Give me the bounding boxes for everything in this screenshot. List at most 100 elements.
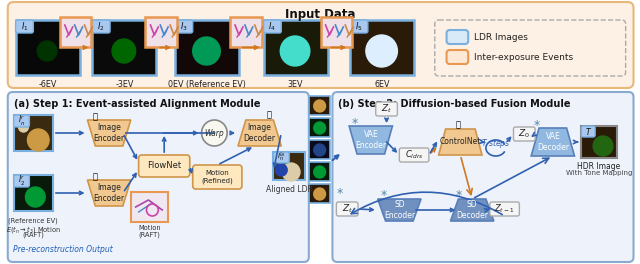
Bar [92, 20, 156, 75]
Text: SD
Decoder: SD Decoder [456, 200, 488, 220]
Polygon shape [349, 126, 392, 154]
Circle shape [112, 39, 136, 63]
Text: *: * [381, 190, 387, 202]
Circle shape [202, 120, 227, 146]
FancyBboxPatch shape [8, 92, 309, 262]
Text: Image
Decoder: Image Decoder [244, 123, 276, 143]
Text: LDR Images: LDR Images [474, 32, 528, 41]
Circle shape [26, 187, 45, 207]
Text: (Reference EV): (Reference EV) [8, 217, 58, 224]
Circle shape [282, 163, 300, 181]
Text: (RAFT): (RAFT) [138, 231, 161, 238]
Text: Pre-reconstruction Output: Pre-reconstruction Output [13, 245, 113, 254]
Text: Warp: Warp [205, 129, 224, 138]
Text: VAE
Encoder: VAE Encoder [355, 130, 387, 150]
Bar [309, 140, 330, 159]
FancyBboxPatch shape [332, 92, 634, 262]
Text: $T$ steps: $T$ steps [481, 136, 511, 149]
FancyBboxPatch shape [8, 2, 634, 88]
FancyBboxPatch shape [273, 152, 289, 163]
Text: (b) Step 2: Diffusion-based Fusion Module: (b) Step 2: Diffusion-based Fusion Modul… [339, 99, 571, 109]
Bar [13, 115, 53, 151]
Bar [581, 126, 617, 158]
Text: Inter-exposure Events: Inter-exposure Events [474, 53, 573, 62]
Text: $Z_{t-1}$: $Z_{t-1}$ [494, 203, 515, 215]
Text: $I_2$: $I_2$ [97, 20, 105, 33]
FancyBboxPatch shape [447, 50, 468, 64]
Text: Input Data: Input Data [285, 8, 356, 21]
Polygon shape [88, 120, 131, 146]
Text: Image
Encoder: Image Encoder [93, 123, 125, 143]
Bar [350, 20, 414, 75]
Text: $I_5$: $I_5$ [355, 20, 363, 33]
Text: SD
Encoder: SD Encoder [384, 200, 415, 220]
Text: Aligned LDR: Aligned LDR [266, 185, 312, 194]
Polygon shape [378, 199, 421, 221]
Text: $Z_t$: $Z_t$ [381, 103, 392, 115]
Circle shape [28, 129, 49, 151]
FancyBboxPatch shape [376, 102, 397, 116]
Bar [321, 17, 352, 47]
Text: ControlNet: ControlNet [440, 138, 481, 147]
Bar [15, 20, 79, 75]
Text: $Z_t$: $Z_t$ [342, 203, 353, 215]
FancyBboxPatch shape [139, 155, 190, 177]
Text: 3EV: 3EV [288, 80, 303, 89]
Text: $I_2^r$: $I_2^r$ [18, 174, 25, 188]
Text: Motion: Motion [138, 225, 161, 231]
Text: 0EV (Reference EV): 0EV (Reference EV) [168, 80, 246, 89]
Text: 🔥: 🔥 [93, 112, 98, 121]
Polygon shape [451, 199, 494, 221]
FancyBboxPatch shape [92, 20, 110, 33]
Text: $T$: $T$ [585, 126, 592, 137]
Text: *: * [352, 117, 358, 130]
Text: 6EV: 6EV [374, 80, 390, 89]
Polygon shape [88, 180, 131, 206]
Polygon shape [531, 128, 575, 156]
FancyBboxPatch shape [264, 20, 281, 33]
FancyBboxPatch shape [350, 20, 368, 33]
FancyBboxPatch shape [15, 20, 33, 33]
Circle shape [193, 37, 220, 65]
Text: -6EV: -6EV [38, 80, 57, 89]
Text: (RAFT): (RAFT) [22, 231, 44, 238]
Text: HDR Image: HDR Image [577, 162, 621, 171]
Bar [145, 17, 177, 47]
Polygon shape [438, 129, 482, 155]
Text: *: * [455, 190, 461, 202]
Text: VAE
Decoder: VAE Decoder [537, 132, 569, 152]
Circle shape [314, 144, 326, 156]
Bar [309, 184, 330, 203]
Circle shape [37, 41, 57, 61]
Text: $C_{ldrs}$: $C_{ldrs}$ [405, 149, 424, 161]
Text: $I_3$: $I_3$ [180, 20, 188, 33]
Circle shape [314, 100, 326, 112]
Circle shape [275, 164, 287, 176]
Text: FlowNet: FlowNet [147, 162, 181, 171]
Bar [131, 192, 168, 222]
Bar [230, 17, 262, 47]
FancyBboxPatch shape [337, 202, 358, 216]
Bar [309, 118, 330, 137]
Text: $E(t_n \rightarrow t_3)$ Motion: $E(t_n \rightarrow t_3)$ Motion [6, 224, 61, 235]
Text: Motion
(Refined): Motion (Refined) [202, 170, 233, 184]
FancyBboxPatch shape [13, 115, 29, 127]
FancyBboxPatch shape [193, 165, 242, 189]
Bar [273, 152, 305, 180]
Polygon shape [238, 120, 281, 146]
Text: -3EV: -3EV [115, 80, 134, 89]
Text: Image
Encoder: Image Encoder [93, 183, 125, 203]
Text: $I_1$: $I_1$ [20, 20, 28, 33]
Text: *: * [534, 120, 540, 133]
Circle shape [593, 136, 613, 156]
Bar [264, 20, 328, 75]
Text: With Tone Mapping: With Tone Mapping [566, 170, 632, 176]
Circle shape [280, 36, 310, 66]
Circle shape [19, 122, 28, 132]
FancyBboxPatch shape [175, 20, 193, 33]
Bar [175, 20, 239, 75]
Text: 🔥: 🔥 [456, 120, 461, 130]
Text: 🔥: 🔥 [267, 111, 272, 120]
Circle shape [366, 35, 397, 67]
FancyBboxPatch shape [490, 202, 520, 216]
